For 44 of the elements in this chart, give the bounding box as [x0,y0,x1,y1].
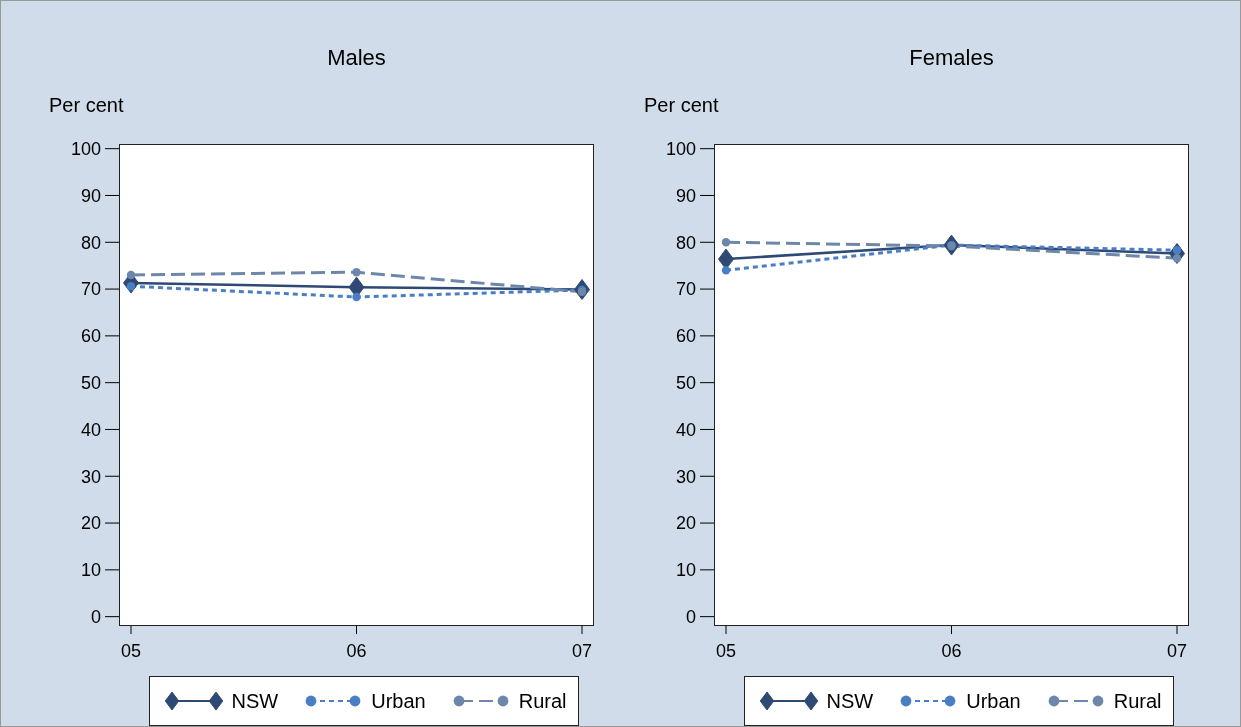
legend-label: Rural [518,689,567,713]
x-tick-label: 06 [941,640,962,661]
chart-title: Females [908,45,995,71]
point [352,292,361,302]
y-tick-label: 90 [80,185,101,206]
point [718,248,734,270]
y-axis-title: Per cent [644,94,719,117]
y-tick-label: 10 [80,560,101,581]
legend-label: Rural [1113,689,1162,713]
y-tick-label: 100 [70,139,101,160]
point [352,268,361,277]
y-tick-label: 0 [685,607,696,628]
y-tick-label: 80 [80,232,101,253]
x-tick-label: 05 [715,640,737,661]
y-tick-label: 50 [80,373,101,394]
y-tick-label: 80 [675,232,696,253]
y-tick-label: 30 [675,466,696,487]
point [721,238,731,247]
y-tick-label: 70 [80,279,101,300]
x-tick-label: 06 [346,640,367,661]
chart-title: Males [326,45,387,71]
x-tick-label: 05 [120,640,142,661]
y-tick-label: 10 [675,560,696,581]
legend-label: Urban [371,689,426,713]
legend-label: Urban [966,689,1021,713]
y-tick-label: 40 [80,419,101,440]
y-tick-label: 90 [675,185,696,206]
y-tick-label: 0 [90,607,101,628]
y-tick-label: 60 [80,326,101,347]
x-tick-label: 07 [1166,640,1188,661]
y-tick-label: 20 [80,513,101,534]
y-tick-label: 40 [675,419,696,440]
y-tick-label: 60 [675,326,696,347]
legend-label: NSW [231,689,279,713]
y-tick-label: 100 [665,139,696,160]
legend-label: NSW [826,689,874,713]
point [126,270,136,280]
y-axis-title: Per cent [49,94,124,117]
y-tick-label: 20 [675,513,696,534]
x-tick-label: 07 [571,640,593,661]
point [721,266,731,275]
y-tick-label: 70 [675,279,696,300]
y-tick-label: 30 [80,466,101,487]
y-tick-label: 50 [675,373,696,394]
